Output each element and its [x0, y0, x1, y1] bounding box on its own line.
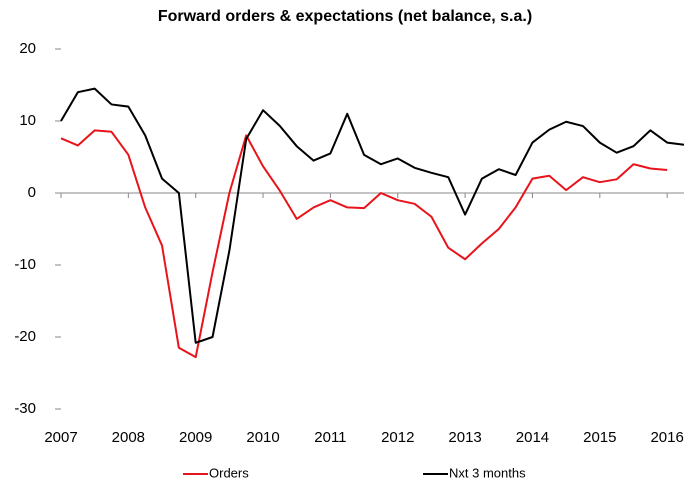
x-tick-label: 2008	[112, 429, 145, 446]
x-tick-label: 2010	[246, 429, 279, 446]
x-tick-label: 2007	[44, 429, 77, 446]
x-tick-label: 2016	[650, 429, 683, 446]
y-tick-label: -30	[14, 400, 36, 417]
x-tick-label: 2014	[516, 429, 549, 446]
y-tick-label: 0	[28, 184, 36, 201]
x-tick-label: 2015	[583, 429, 616, 446]
y-tick-label: -10	[14, 256, 36, 273]
legend-label: Orders	[209, 465, 249, 480]
x-tick-label: 2011	[314, 429, 346, 446]
legend-label: Nxt 3 months	[449, 465, 526, 480]
series-line	[60, 129, 668, 359]
series-line	[60, 87, 685, 344]
x-tick-label: 2009	[179, 429, 212, 446]
x-tick-label: 2012	[381, 429, 414, 446]
y-tick-label: 20	[19, 40, 36, 57]
y-tick-label: -20	[14, 328, 36, 345]
x-tick-label: 2013	[448, 429, 481, 446]
y-tick-label: 10	[19, 112, 36, 129]
chart-title: Forward orders & expectations (net balan…	[158, 8, 532, 25]
